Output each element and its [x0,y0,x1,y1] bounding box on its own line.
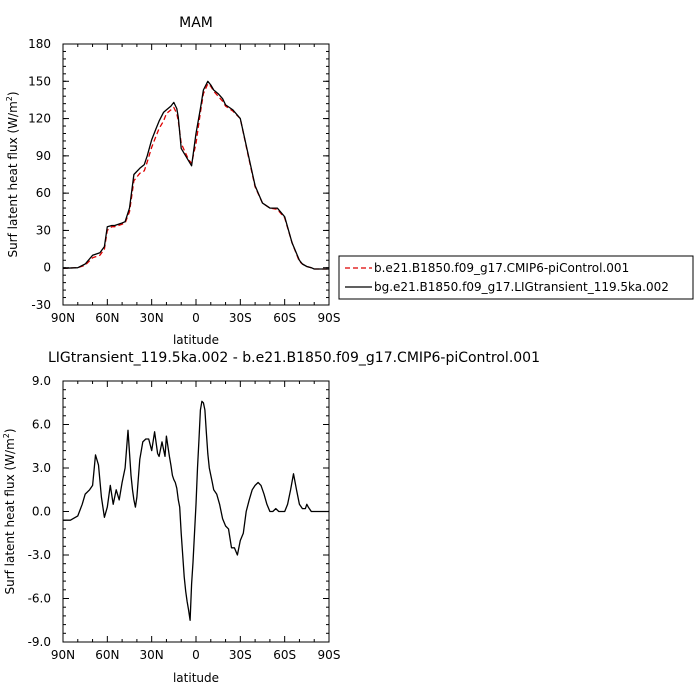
top-y-axis-label: Surf latent heat flux (W/m2) [5,91,20,257]
top-y-tick-label: 30 [36,223,51,237]
legend-box [338,255,694,300]
bottom-series-group [63,400,329,621]
top-chart-title: MAM [179,15,213,31]
top-y-tick-label: 60 [36,186,51,200]
bottom-y-tick-label: -6.0 [28,592,51,606]
bottom-y-tick-label: 3.0 [32,461,51,475]
bottom-y-tick-label: 9.0 [32,374,51,388]
top-x-tick-label: 60N [95,311,119,325]
top-series-group [62,80,329,270]
legend-label-series-1: b.e21.B1850.f09_g17.CMIP6-piControl.001 [374,261,629,275]
bottom-y-tick-label: 0.0 [32,505,51,519]
top-y-tick-label: 90 [36,149,51,163]
top-axis-ticks: 90N 60N 30N 0 30S 60S 90S -30 0 30 60 90 120 150 180 [28,37,340,325]
bottom-x-tick-label: 30S [229,648,252,662]
top-x-tick-label: 30N [140,311,164,325]
top-x-tick-label: 90S [318,311,341,325]
bottom-axis-ticks: 90N 60N 30N 0 30S 60S 90S -9.0 -6.0 -3.0 0.0 3.0 6.0… [28,374,341,662]
top-panel: MAM 90N 60N 30N 0 30S 60S 90S -30 0 30 60 90 120 150 1… [5,15,694,347]
bottom-x-tick-label: 30N [140,648,164,662]
bottom-x-axis-label: latitude [173,671,219,685]
top-x-tick-label: 90N [51,311,75,325]
bottom-x-tick-label: 60S [273,648,296,662]
bottom-series-line-1 [63,400,329,621]
bottom-y-axis-label: Surf latent heat flux (W/m2) [2,428,17,594]
bottom-x-tick-label: 60N [95,648,119,662]
bottom-x-tick-label: 90S [318,648,341,662]
top-x-axis-label: latitude [173,333,219,347]
top-x-tick-label: 60S [273,311,296,325]
bottom-y-tick-label: -9.0 [28,635,51,649]
bottom-y-tick-label: -3.0 [28,548,51,562]
legend: b.e21.B1850.f09_g17.CMIP6-piControl.001 … [338,255,694,300]
top-plot-frame [62,43,330,306]
top-x-tick-label: 30S [229,311,252,325]
top-series-line-2 [62,80,329,270]
bottom-x-tick-label: 90N [51,648,75,662]
top-series-line-1 [62,83,329,270]
top-y-tick-label: 120 [28,112,51,126]
top-y-tick-label: 180 [28,37,51,51]
top-x-tick-label: 0 [192,311,200,325]
top-y-tick-label: -30 [31,298,51,312]
bottom-x-tick-label: 0 [192,648,200,662]
bottom-y-tick-label: 6.0 [32,418,51,432]
top-y-tick-label: 150 [28,74,51,88]
legend-label-series-2: bg.e21.B1850.f09_g17.LIGtransient_119.5k… [374,280,669,294]
top-y-tick-label: 0 [43,261,51,275]
bottom-chart-title: LIGtransient_119.5ka.002 - b.e21.B1850.f… [48,350,540,366]
bottom-panel: LIGtransient_119.5ka.002 - b.e21.B1850.f… [2,350,540,685]
